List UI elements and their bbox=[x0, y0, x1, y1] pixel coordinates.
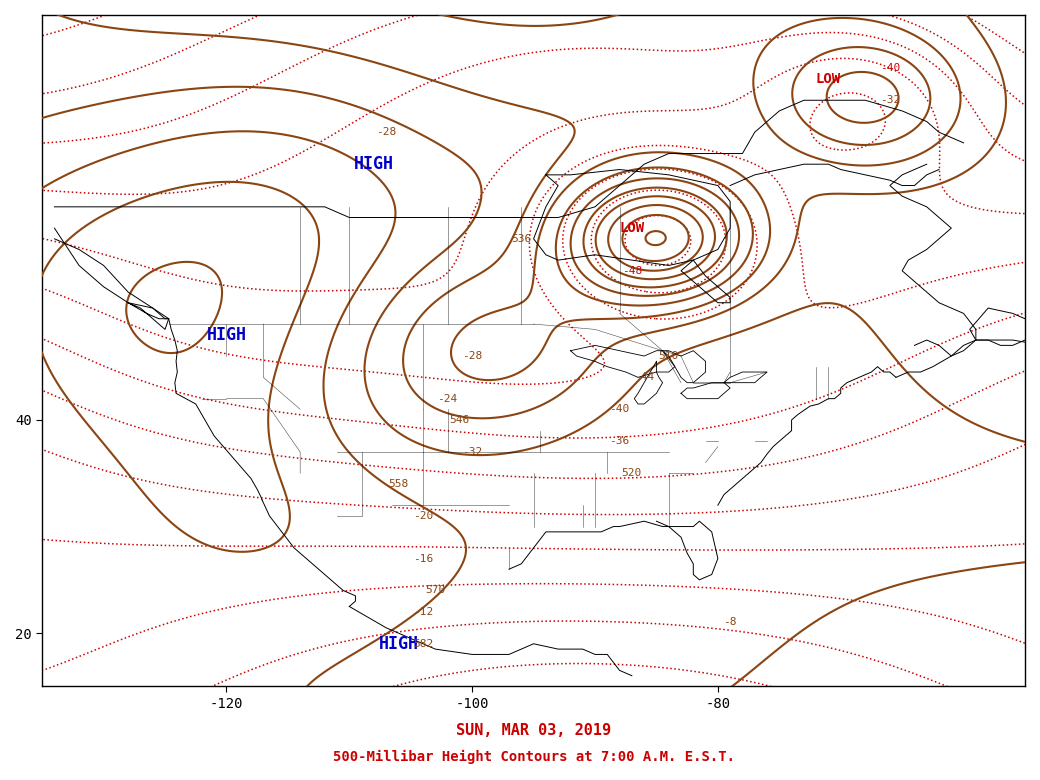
Text: -12: -12 bbox=[413, 607, 433, 617]
Text: -20: -20 bbox=[413, 511, 433, 521]
Text: -28: -28 bbox=[376, 127, 396, 137]
Text: 520: 520 bbox=[622, 468, 642, 478]
Text: -16: -16 bbox=[413, 554, 433, 563]
Text: HIGH: HIGH bbox=[379, 635, 418, 653]
Text: 536: 536 bbox=[512, 234, 531, 244]
Text: SUN, MAR 03, 2019: SUN, MAR 03, 2019 bbox=[456, 723, 612, 739]
Text: -48: -48 bbox=[622, 266, 642, 276]
Text: 546: 546 bbox=[449, 415, 470, 425]
Text: 500-Millibar Height Contours at 7:00 A.M. E.S.T.: 500-Millibar Height Contours at 7:00 A.M… bbox=[333, 750, 734, 764]
Text: 570: 570 bbox=[425, 586, 445, 595]
Text: -28: -28 bbox=[462, 351, 483, 361]
Text: LOW: LOW bbox=[815, 72, 841, 86]
Text: LOW: LOW bbox=[619, 222, 645, 235]
Text: -40: -40 bbox=[609, 404, 629, 414]
Text: -24: -24 bbox=[438, 394, 458, 404]
Text: 510: 510 bbox=[658, 351, 679, 361]
Text: -32: -32 bbox=[462, 447, 483, 457]
Text: -8: -8 bbox=[724, 618, 737, 627]
Text: -32: -32 bbox=[880, 95, 900, 105]
Text: 582: 582 bbox=[413, 639, 433, 649]
Text: -44: -44 bbox=[634, 372, 654, 382]
Text: HIGH: HIGH bbox=[207, 326, 246, 344]
Text: 558: 558 bbox=[388, 479, 409, 489]
Text: -36: -36 bbox=[609, 436, 629, 446]
Text: -40: -40 bbox=[880, 63, 900, 73]
Text: HIGH: HIGH bbox=[354, 155, 394, 173]
